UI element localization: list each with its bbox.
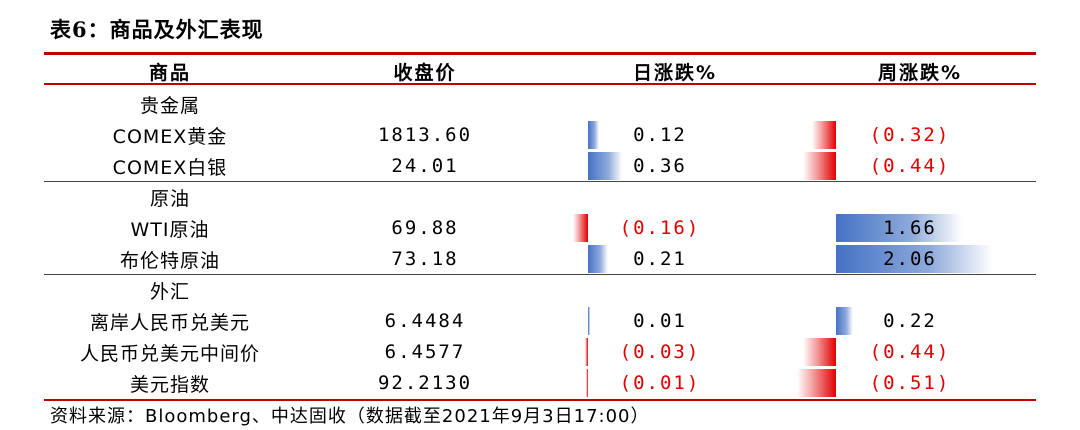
item-name: 布伦特原油 <box>119 249 220 272</box>
daily-change-bar <box>585 338 588 366</box>
daily-change-bar <box>588 121 600 149</box>
weekly-change-bar <box>802 152 836 180</box>
daily-change-value: (0.03) <box>619 341 701 363</box>
weekly-change-bar <box>811 121 836 149</box>
item-name: 美元指数 <box>129 373 210 396</box>
item-name: 人民币兑美元中间价 <box>79 342 260 365</box>
bottom-rule <box>44 399 1036 401</box>
item-name: WTI原油 <box>130 218 210 241</box>
weekly-change-bar <box>802 338 836 366</box>
source-note: 资料来源：Bloomberg、中达固收（数据截至2021年9月3日17:00） <box>50 406 650 427</box>
close-price: 24.01 <box>391 155 459 177</box>
weekly-change-value: (0.51) <box>869 372 951 394</box>
top-rule <box>44 52 1036 55</box>
daily-change-bar <box>588 245 608 273</box>
weekly-change-value: (0.44) <box>869 155 951 177</box>
daily-change-bar <box>588 307 590 335</box>
group-separator <box>44 181 1036 182</box>
group-separator <box>44 274 1036 275</box>
weekly-change-bar <box>836 214 963 242</box>
daily-change-value: (0.01) <box>619 372 701 394</box>
weekly-change-bar <box>836 245 993 273</box>
group-label: 贵金属 <box>139 94 200 117</box>
daily-change-value: 0.36 <box>633 155 687 177</box>
weekly-change-value: (0.44) <box>869 341 951 363</box>
item-name: 离岸人民币兑美元 <box>89 311 250 334</box>
header-rule <box>44 83 1036 85</box>
weekly-change-bar <box>797 369 836 397</box>
daily-change-bar <box>586 369 588 397</box>
weekly-change-bar <box>836 307 853 335</box>
close-price: 6.4577 <box>384 341 466 363</box>
group-label: 外汇 <box>149 280 190 303</box>
header-item: 商品 <box>148 61 191 84</box>
weekly-change-value: 0.22 <box>883 310 937 332</box>
weekly-change-value: 1.66 <box>883 217 937 239</box>
weekly-change-value: (0.32) <box>869 124 951 146</box>
item-name: COMEX黄金 <box>112 125 228 148</box>
weekly-change-value: 2.06 <box>883 248 937 270</box>
daily-change-bar <box>572 214 588 242</box>
close-price: 69.88 <box>391 217 459 239</box>
close-price: 6.4484 <box>384 310 466 332</box>
table-title: 表6：商品及外汇表现 <box>50 17 264 42</box>
daily-change-value: 0.21 <box>633 248 687 270</box>
item-name: COMEX白银 <box>112 156 228 179</box>
daily-change-value: 0.12 <box>633 124 687 146</box>
close-price: 73.18 <box>391 248 459 270</box>
daily-change-value: (0.16) <box>619 217 701 239</box>
close-price: 1813.60 <box>377 124 473 146</box>
daily-change-value: 0.01 <box>633 310 687 332</box>
header-daily: 日涨跌% <box>632 61 718 84</box>
daily-change-bar <box>588 152 623 180</box>
close-price: 92.2130 <box>377 372 473 394</box>
header-close: 收盘价 <box>393 61 457 84</box>
header-weekly: 周涨跌% <box>877 61 963 84</box>
group-label: 原油 <box>149 187 190 210</box>
